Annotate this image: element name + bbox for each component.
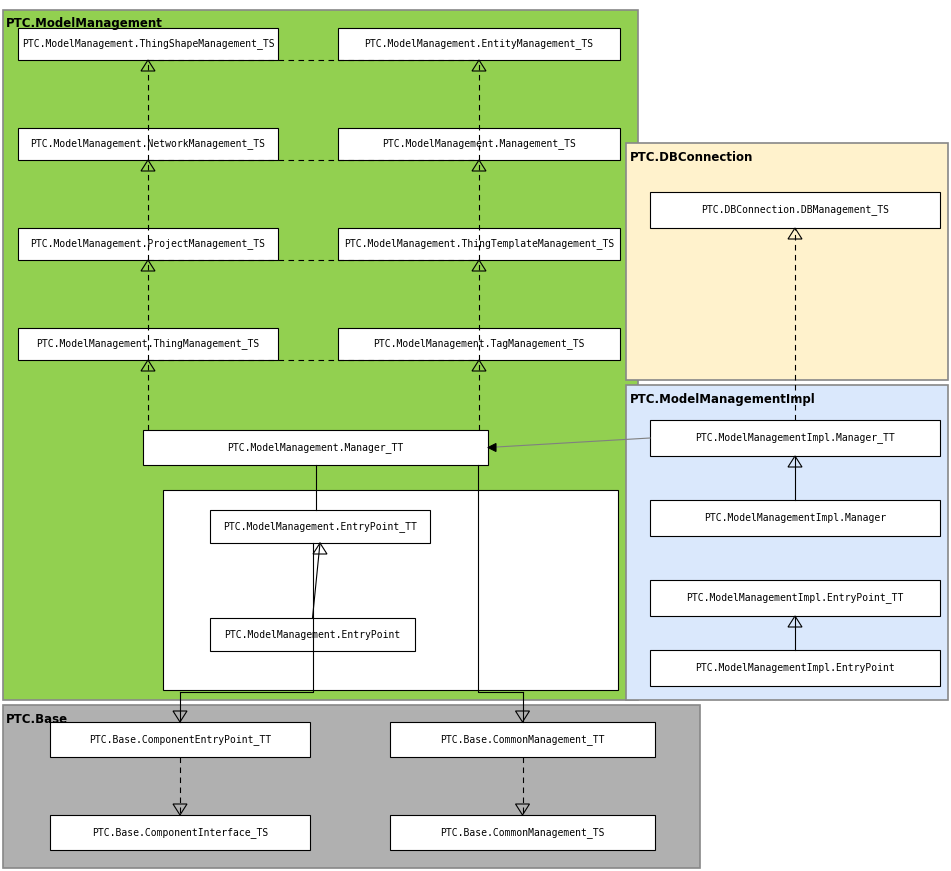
Text: PTC.ModelManagement: PTC.ModelManagement (6, 17, 163, 30)
Bar (143, 430, 488, 465)
Text: PTC.ModelManagementImpl.EntryPoint_TT: PTC.ModelManagementImpl.EntryPoint_TT (687, 592, 903, 604)
Bar (650, 580, 940, 616)
Bar (50, 722, 310, 757)
Text: PTC.ModelManagementImpl.Manager_TT: PTC.ModelManagementImpl.Manager_TT (695, 433, 895, 443)
Text: PTC.ModelManagement.TagManagement_TS: PTC.ModelManagement.TagManagement_TS (373, 339, 585, 349)
Bar (626, 143, 948, 380)
Bar (3, 10, 638, 700)
Bar (650, 192, 940, 228)
Text: PTC.Base.CommonManagement_TS: PTC.Base.CommonManagement_TS (440, 827, 605, 838)
Bar (18, 228, 278, 260)
Bar (3, 705, 700, 868)
Bar (18, 328, 278, 360)
Text: PTC.ModelManagement.EntryPoint: PTC.ModelManagement.EntryPoint (224, 630, 400, 639)
Text: PTC.ModelManagement.NetworkManagement_TS: PTC.ModelManagement.NetworkManagement_TS (30, 138, 265, 150)
Text: PTC.ModelManagement.ProjectManagement_TS: PTC.ModelManagement.ProjectManagement_TS (30, 239, 265, 249)
Text: PTC.DBConnection.DBManagement_TS: PTC.DBConnection.DBManagement_TS (701, 205, 889, 215)
Text: PTC.ModelManagement.ThingTemplateManagement_TS: PTC.ModelManagement.ThingTemplateManagem… (344, 239, 614, 249)
Bar (338, 328, 620, 360)
Bar (338, 128, 620, 160)
Bar (390, 722, 655, 757)
Text: PTC.ModelManagement.Management_TS: PTC.ModelManagement.Management_TS (382, 138, 576, 150)
Bar (210, 510, 430, 543)
Bar (338, 28, 620, 60)
Bar (338, 228, 620, 260)
Bar (210, 618, 415, 651)
Bar (50, 815, 310, 850)
Bar (650, 650, 940, 686)
Bar (650, 420, 940, 456)
Text: PTC.DBConnection: PTC.DBConnection (630, 151, 753, 164)
Text: PTC.ModelManagementImpl: PTC.ModelManagementImpl (630, 393, 816, 406)
Text: PTC.ModelManagement.Manager_TT: PTC.ModelManagement.Manager_TT (227, 442, 403, 453)
Text: PTC.ModelManagement.EntityManagement_TS: PTC.ModelManagement.EntityManagement_TS (364, 38, 593, 50)
Bar (163, 490, 618, 690)
Text: PTC.Base: PTC.Base (6, 713, 68, 726)
Text: PTC.ModelManagement.EntryPoint_TT: PTC.ModelManagement.EntryPoint_TT (223, 521, 417, 532)
Text: PTC.ModelManagementImpl.Manager: PTC.ModelManagementImpl.Manager (704, 513, 886, 523)
Bar (626, 385, 948, 700)
Text: PTC.ModelManagementImpl.EntryPoint: PTC.ModelManagementImpl.EntryPoint (695, 663, 895, 673)
Text: PTC.Base.CommonManagement_TT: PTC.Base.CommonManagement_TT (440, 734, 605, 745)
Text: PTC.Base.ComponentEntryPoint_TT: PTC.Base.ComponentEntryPoint_TT (89, 734, 271, 745)
Polygon shape (488, 443, 496, 451)
Bar (18, 128, 278, 160)
Text: PTC.ModelManagement.ThingShapeManagement_TS: PTC.ModelManagement.ThingShapeManagement… (22, 38, 274, 50)
Text: PTC.ModelManagement.ThingManagement_TS: PTC.ModelManagement.ThingManagement_TS (36, 339, 260, 349)
Bar (650, 500, 940, 536)
Bar (390, 815, 655, 850)
Text: PTC.Base.ComponentInterface_TS: PTC.Base.ComponentInterface_TS (92, 827, 268, 838)
Bar (18, 28, 278, 60)
